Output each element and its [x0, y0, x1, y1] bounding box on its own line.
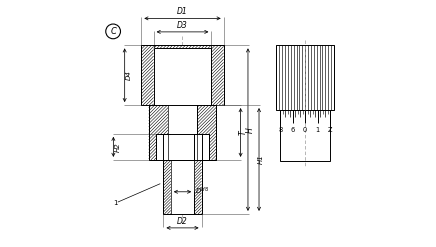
Text: 1: 1 — [316, 127, 320, 133]
Text: T: T — [239, 130, 248, 135]
Text: H: H — [246, 127, 255, 132]
Polygon shape — [141, 45, 224, 105]
Text: $D^{H8}$: $D^{H8}$ — [195, 185, 210, 197]
Text: H2: H2 — [115, 142, 121, 152]
Polygon shape — [164, 134, 201, 214]
Polygon shape — [171, 134, 194, 160]
Polygon shape — [171, 134, 194, 214]
Polygon shape — [280, 110, 330, 161]
Polygon shape — [156, 134, 209, 160]
Text: C: C — [110, 27, 116, 36]
Polygon shape — [153, 48, 211, 105]
Text: D2: D2 — [177, 217, 188, 226]
Text: 6: 6 — [291, 127, 295, 133]
Polygon shape — [149, 105, 216, 160]
Text: Z: Z — [328, 127, 332, 133]
Text: 8: 8 — [278, 127, 283, 133]
Polygon shape — [276, 45, 334, 110]
Text: 0: 0 — [303, 127, 307, 133]
Text: D3: D3 — [177, 21, 188, 30]
Text: 1: 1 — [113, 200, 118, 206]
Text: D1: D1 — [177, 7, 188, 16]
Polygon shape — [168, 105, 197, 160]
Text: D4: D4 — [126, 70, 132, 80]
Text: H1: H1 — [258, 155, 263, 164]
